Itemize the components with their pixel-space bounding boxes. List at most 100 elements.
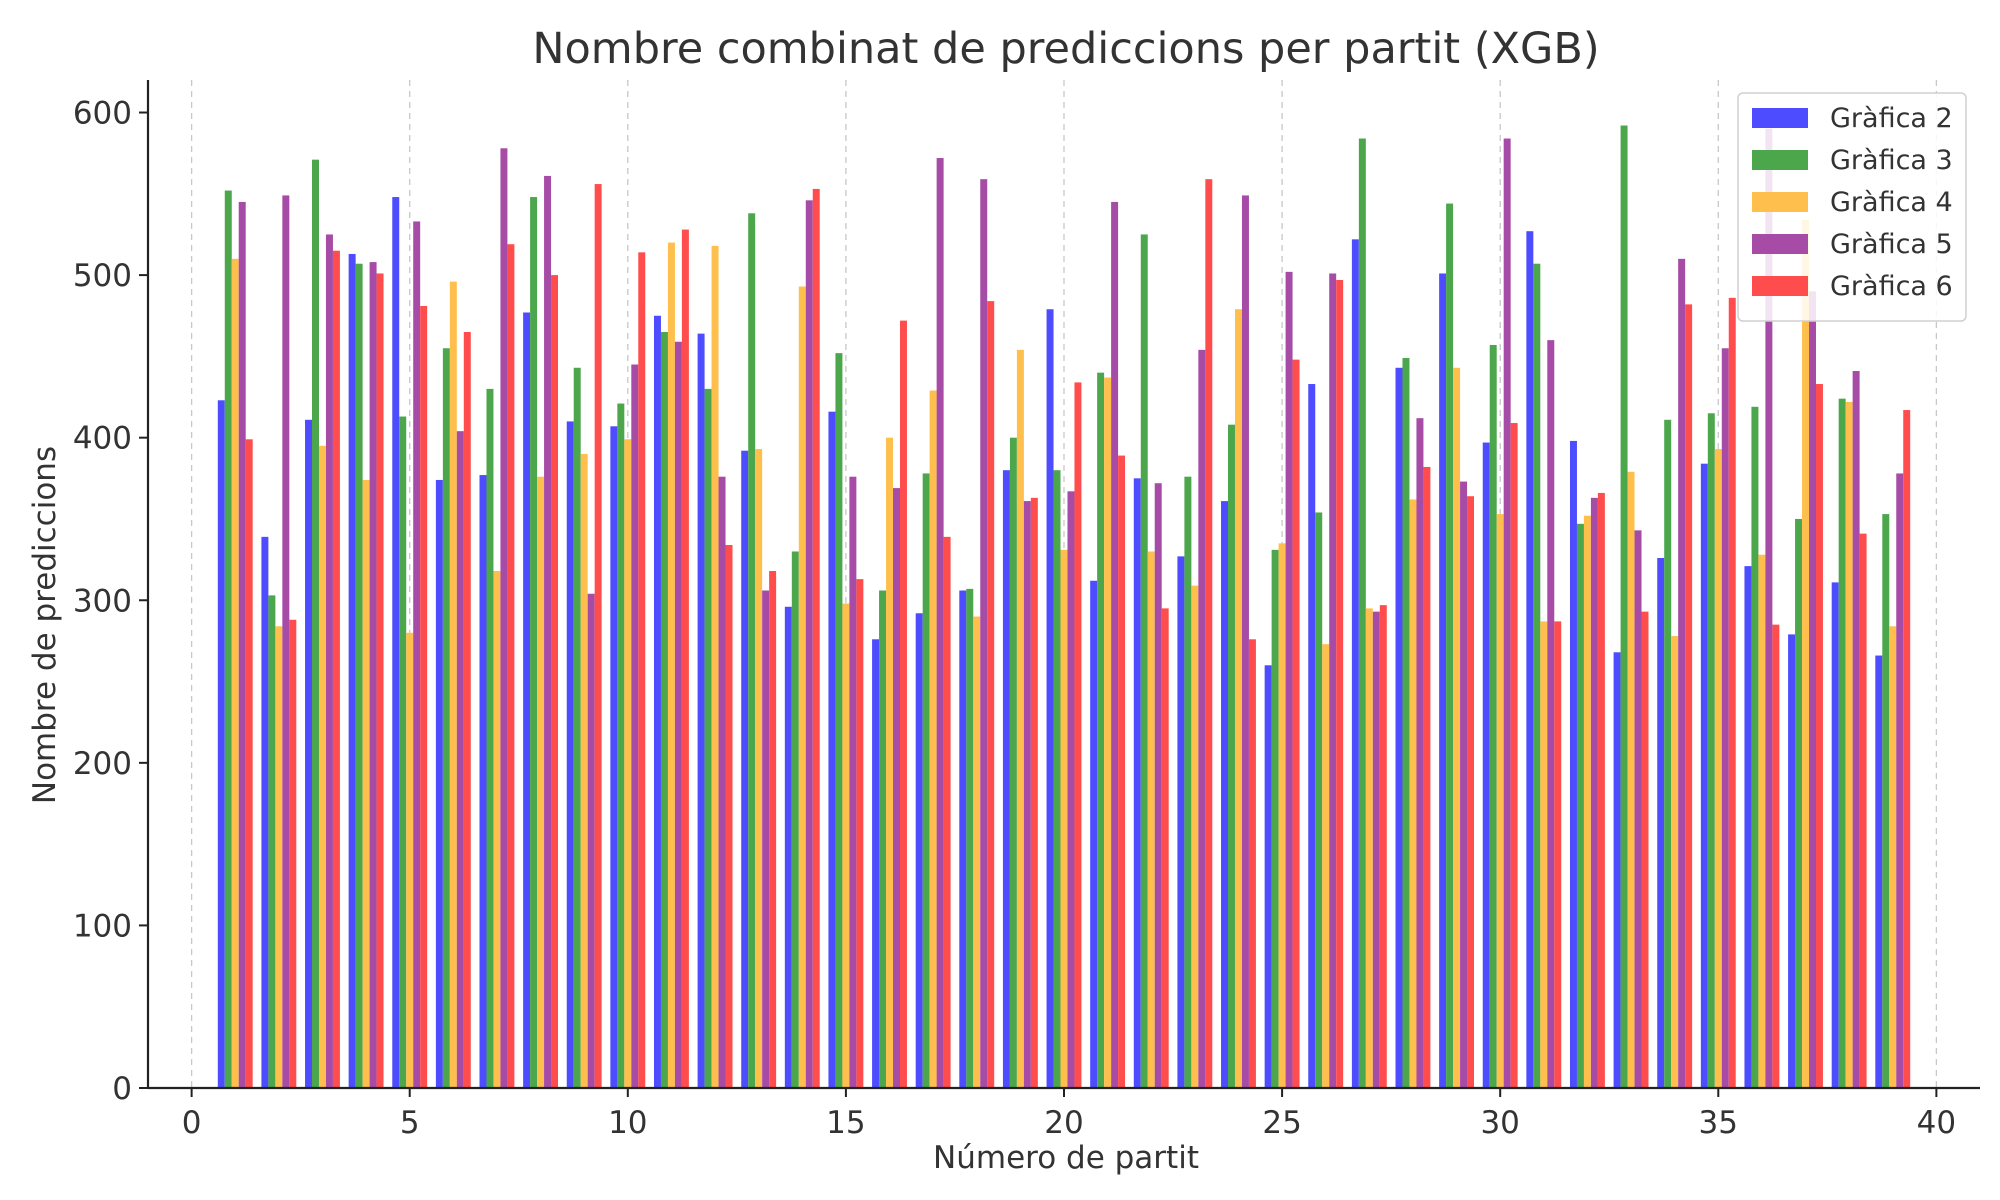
bar-series-5-match-9 <box>594 184 602 1088</box>
bar-series-5-match-34 <box>1685 304 1693 1088</box>
bar-series-2-match-31 <box>1533 263 1541 1088</box>
bar-series-1-match-5 <box>392 197 400 1089</box>
bar-series-1-match-15 <box>828 411 836 1088</box>
bar-series-5-match-25 <box>1292 359 1300 1089</box>
bar-series-3-match-25 <box>1278 543 1286 1088</box>
bar-series-2-match-19 <box>1009 437 1017 1088</box>
bar-series-4-match-15 <box>849 476 857 1088</box>
bar-series-3-match-6 <box>449 281 457 1089</box>
bar-series-2-match-11 <box>660 332 668 1088</box>
bar-series-2-match-7 <box>486 388 494 1089</box>
legend-swatch-1 <box>1752 108 1808 128</box>
bar-series-5-match-16 <box>899 320 907 1088</box>
bar-series-4-match-24 <box>1241 195 1249 1088</box>
bar-series-1-match-14 <box>784 606 792 1088</box>
bar-series-3-match-5 <box>406 632 414 1088</box>
bar-series-4-match-34 <box>1678 258 1686 1088</box>
bar-series-3-match-3 <box>318 445 326 1088</box>
bar-series-3-match-23 <box>1191 585 1199 1088</box>
legend-swatch-5 <box>1752 276 1808 296</box>
bar-series-2-match-38 <box>1838 398 1846 1088</box>
bar-series-3-match-36 <box>1758 554 1766 1088</box>
legend-swatch-4 <box>1752 234 1808 254</box>
bar-series-1-match-1 <box>217 400 225 1088</box>
bar-series-5-match-39 <box>1903 410 1911 1088</box>
bar-series-5-match-12 <box>725 544 733 1088</box>
bar-series-1-match-25 <box>1264 665 1272 1088</box>
bar-series-1-match-4 <box>348 253 356 1088</box>
bar-series-2-match-18 <box>966 588 974 1088</box>
bar-series-3-match-39 <box>1889 626 1897 1088</box>
bar-series-3-match-28 <box>1409 499 1417 1088</box>
bar-series-3-match-21 <box>1104 377 1112 1088</box>
bar-series-5-match-10 <box>638 252 646 1089</box>
bar-series-1-match-26 <box>1308 384 1316 1088</box>
bar-series-3-match-29 <box>1453 367 1461 1089</box>
bar-series-3-match-33 <box>1627 471 1635 1089</box>
y-tick-label-200: 200 <box>73 746 132 782</box>
bar-series-2-match-21 <box>1097 372 1105 1089</box>
bar-series-4-match-1 <box>238 201 246 1088</box>
bar-series-4-match-18 <box>980 179 988 1088</box>
bar-series-5-match-37 <box>1815 384 1823 1088</box>
bar-series-3-match-37 <box>1802 219 1810 1089</box>
legend-label-3: Gràfica 4 <box>1830 187 1953 218</box>
bar-series-5-match-20 <box>1074 382 1082 1088</box>
bar-series-1-match-31 <box>1526 231 1534 1088</box>
bar-series-4-match-6 <box>456 431 464 1088</box>
bar-series-3-match-8 <box>537 476 545 1088</box>
legend-label-2: Gràfica 3 <box>1830 145 1953 176</box>
legend-swatch-3 <box>1752 192 1808 212</box>
bar-series-2-match-22 <box>1140 234 1148 1089</box>
bar-series-1-match-23 <box>1177 556 1185 1088</box>
bar-series-2-match-10 <box>617 403 625 1088</box>
bar-series-3-match-27 <box>1365 608 1373 1088</box>
bar-series-2-match-12 <box>704 388 712 1089</box>
bar-series-5-match-26 <box>1336 279 1344 1088</box>
series-1-bars <box>217 197 1883 1089</box>
bar-series-5-match-13 <box>769 570 777 1088</box>
bar-series-5-match-14 <box>812 188 820 1089</box>
bar-series-2-match-3 <box>312 159 319 1088</box>
bar-series-2-match-16 <box>879 590 887 1088</box>
y-tick-label-400: 400 <box>73 421 132 457</box>
bar-series-1-match-39 <box>1875 655 1883 1088</box>
bar-series-2-match-33 <box>1620 125 1628 1088</box>
bar-series-3-match-4 <box>362 479 370 1089</box>
bar-series-5-match-1 <box>245 439 253 1088</box>
bar-series-4-match-10 <box>631 364 639 1089</box>
bar-series-5-match-5 <box>420 305 428 1089</box>
bar-series-1-match-21 <box>1090 580 1098 1088</box>
bar-series-1-match-37 <box>1788 634 1796 1088</box>
bar-series-4-match-11 <box>674 341 682 1088</box>
bar-series-2-match-14 <box>791 551 799 1088</box>
bar-series-3-match-38 <box>1845 401 1853 1088</box>
bar-series-2-match-32 <box>1576 523 1584 1088</box>
bar-series-1-match-35 <box>1700 463 1708 1088</box>
bar-series-5-match-7 <box>507 244 515 1089</box>
bar-series-1-match-24 <box>1221 501 1229 1088</box>
axes: 0 100 200 300 400 500 600 0 5 10 15 20 25 30 35 40 <box>73 80 1980 1141</box>
bar-series-2-match-35 <box>1707 413 1715 1089</box>
bar-series-1-match-28 <box>1395 367 1403 1089</box>
bar-series-1-match-30 <box>1482 442 1490 1089</box>
bar-series-1-match-6 <box>435 479 443 1089</box>
legend-label-4: Gràfica 5 <box>1830 229 1953 260</box>
x-tick-label-20: 20 <box>1044 1105 1083 1141</box>
bar-series-3-match-35 <box>1714 449 1722 1088</box>
bar-series-5-match-19 <box>1030 497 1038 1088</box>
bar-series-5-match-11 <box>681 229 689 1088</box>
bar-series-4-match-13 <box>762 590 770 1088</box>
bar-series-1-match-7 <box>479 475 487 1089</box>
bar-series-2-match-15 <box>835 353 843 1088</box>
bar-series-4-match-39 <box>1896 473 1904 1088</box>
bar-series-2-match-4 <box>355 263 363 1088</box>
bar-series-4-match-27 <box>1372 611 1380 1088</box>
bar-series-3-match-16 <box>886 437 894 1088</box>
bars <box>217 125 1911 1089</box>
bar-series-1-match-8 <box>523 312 531 1088</box>
bar-series-2-match-17 <box>922 473 930 1088</box>
bar-series-5-match-28 <box>1423 466 1431 1089</box>
bar-series-4-match-38 <box>1852 371 1860 1088</box>
